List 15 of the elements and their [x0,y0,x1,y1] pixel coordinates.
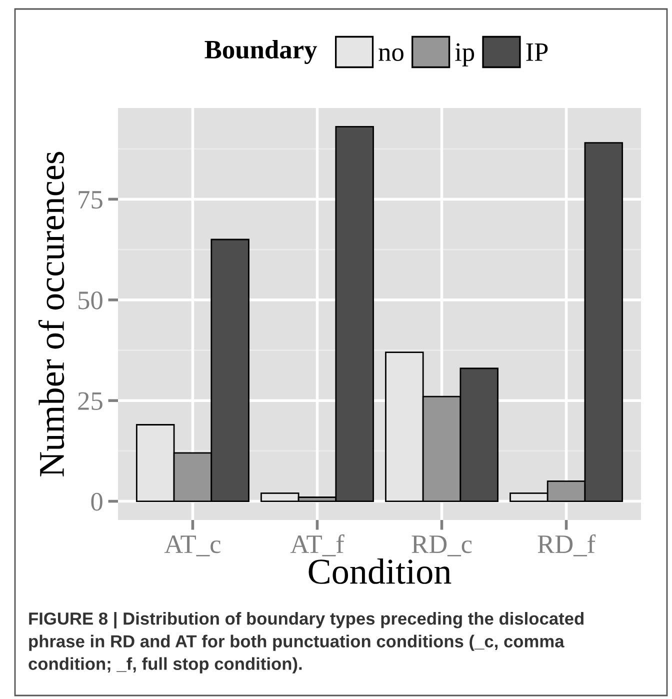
y-tick-label: 75 [78,191,102,209]
x-tick-label: RD_f [538,534,596,556]
legend-label: ip [455,43,474,66]
x-axis-title: Condition [308,558,452,584]
y-axis-title: Number of occurences [38,152,64,476]
x-tick-label: AT_c [164,535,220,556]
legend-label: no [378,48,404,62]
y-tick-label: 0 [91,492,102,511]
x-tick-label: RD_c [412,536,472,556]
x-tick-label: AT_f [290,534,344,556]
legend-label: IP [526,43,548,61]
caption: FIGURE 8 | Distribution of boundary types preceding the dislocated phrase in RD and AT for both punctuation conditions (_c, comma condition; _f, full stop condition). [28,612,584,674]
y-tick-label: 50 [78,292,102,310]
legend-title: Boundary [204,40,318,64]
y-tick-label: 25 [78,392,102,410]
